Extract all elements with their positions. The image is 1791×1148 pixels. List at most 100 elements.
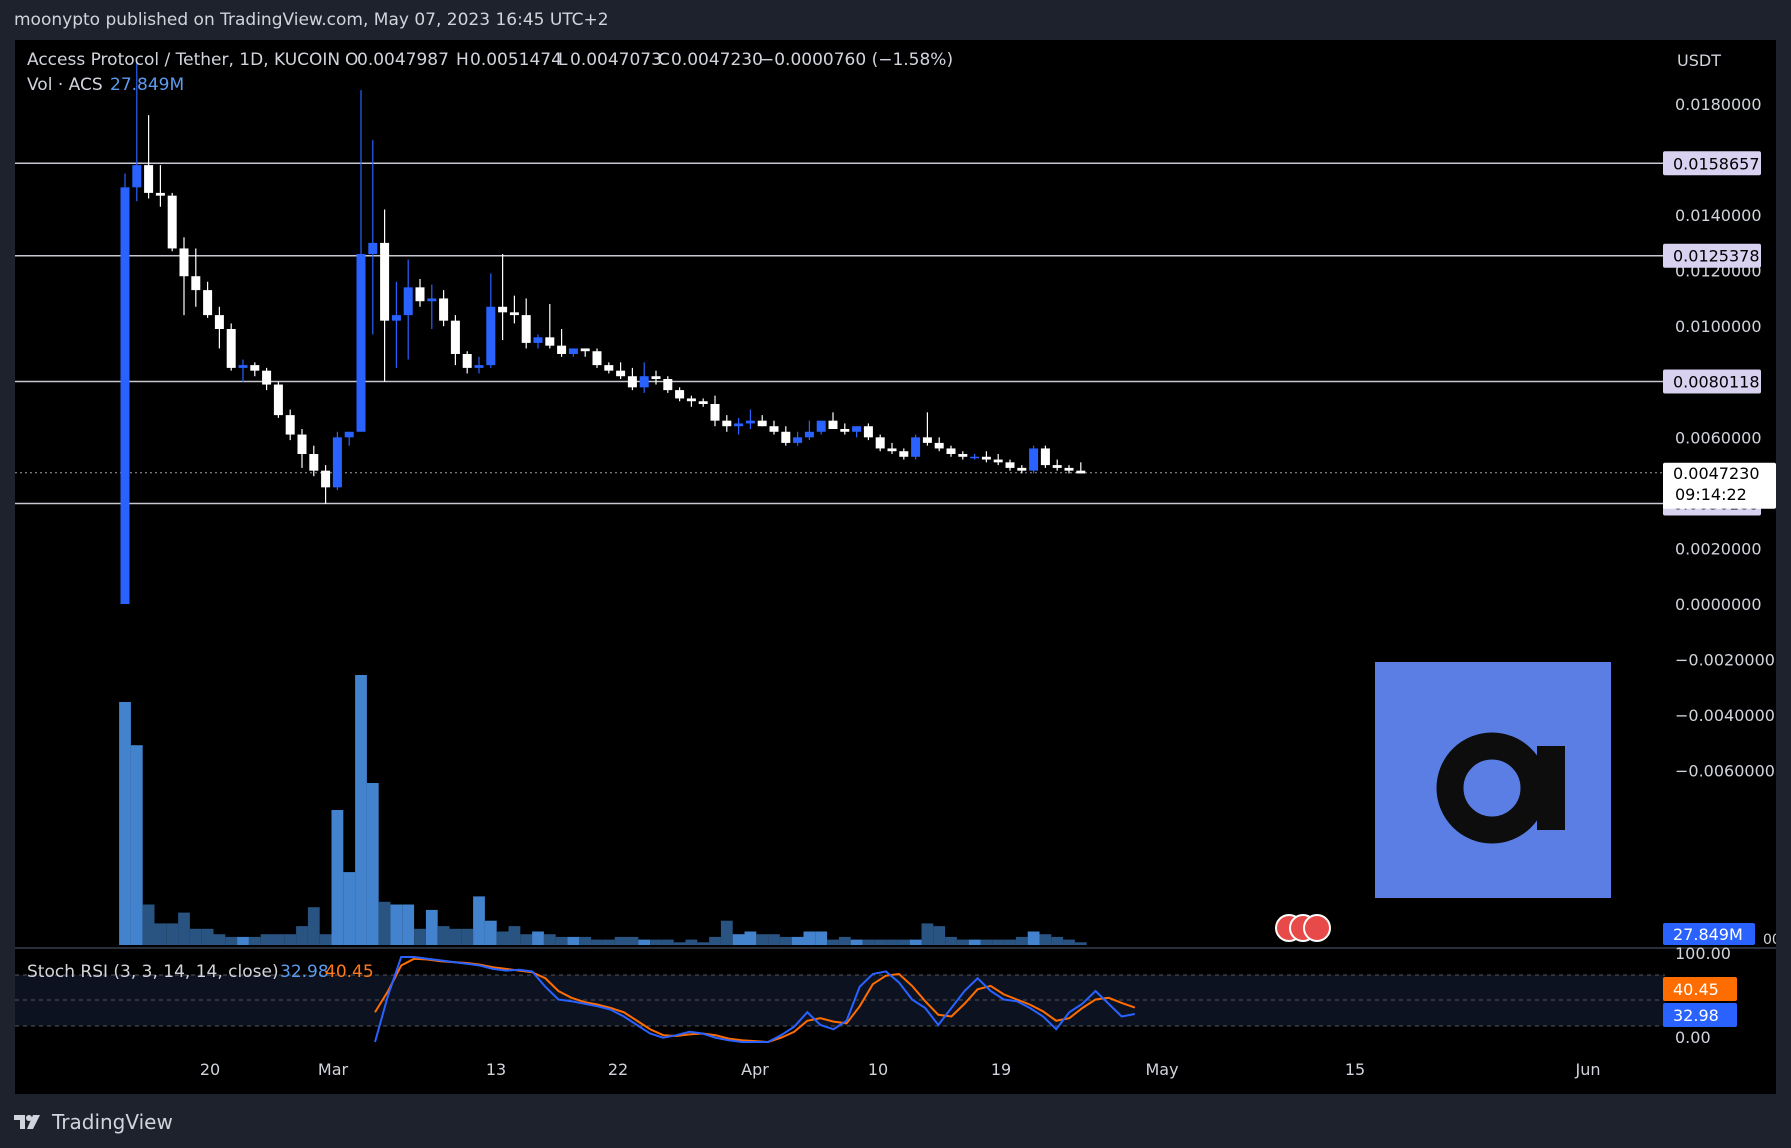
candle-body <box>627 376 637 388</box>
last-price-value: 0.0047230 <box>1673 464 1760 483</box>
volume-bar <box>838 936 851 945</box>
volume-bar <box>284 934 297 945</box>
candle-body <box>226 329 236 368</box>
volume-bar <box>803 931 816 945</box>
volume-bars <box>119 675 1087 945</box>
candle-body <box>214 315 224 329</box>
acs-logo <box>1375 662 1611 898</box>
hline-label-bg <box>1663 151 1761 176</box>
horizontal-lines <box>15 162 1663 505</box>
candle-body <box>769 426 779 432</box>
volume-bar <box>248 936 261 945</box>
time-tick: 10 <box>868 1060 888 1079</box>
volume-bar <box>130 745 143 945</box>
candle-body <box>1052 465 1062 468</box>
price-tick: 0.0180000 <box>1675 95 1762 114</box>
volume-bar <box>272 934 285 945</box>
hline-label: 0.0080118 <box>1673 372 1760 391</box>
volume-bar <box>815 931 828 945</box>
legend-open: 0.0047987 <box>357 50 449 70</box>
candle-body <box>663 379 673 391</box>
candle-body <box>922 437 932 443</box>
volume-bar <box>614 936 627 945</box>
candle-body <box>981 456 991 460</box>
candle-body <box>722 420 732 427</box>
legend-close: 0.0047230 <box>671 50 763 70</box>
stoch-title: Stoch RSI (3, 3, 14, 14, close) <box>27 962 279 982</box>
volume-bar <box>638 939 651 945</box>
candle-body <box>1040 448 1050 466</box>
volume-bar <box>343 872 356 945</box>
volume-bar <box>579 936 592 945</box>
time-tick: Jun <box>1575 1060 1601 1079</box>
volume-bar <box>473 896 485 945</box>
logo-tile <box>1375 662 1611 898</box>
publisher-line: moonypto published on TradingView.com, M… <box>14 10 609 30</box>
time-tick: 15 <box>1345 1060 1365 1079</box>
stoch-k-line <box>374 956 1135 1043</box>
chart-panel[interactable]: Access Protocol / Tether, 1D, KUCOIN O 0… <box>15 40 1781 1094</box>
volume-bar <box>756 934 769 945</box>
legend-high: 0.0051474 <box>470 50 562 70</box>
candle-body <box>580 348 590 352</box>
volume-bar <box>189 928 202 945</box>
candle-body <box>309 454 319 471</box>
hline-label: 0.0158657 <box>1673 154 1760 173</box>
volume-bar <box>591 939 603 945</box>
candle-body <box>273 384 283 416</box>
volume-bar <box>862 939 875 945</box>
volume-bar <box>225 936 238 945</box>
candle-body <box>1029 448 1039 471</box>
volume-bar <box>425 909 438 945</box>
volume-bar <box>154 923 167 945</box>
stoch-tick-0: 0.00 <box>1675 1028 1711 1047</box>
volume-bar <box>213 934 226 945</box>
volume-bar <box>307 907 320 945</box>
chart-svg[interactable]: Access Protocol / Tether, 1D, KUCOIN O 0… <box>15 40 1781 1094</box>
volume-badge: 27.849M <box>1673 925 1743 944</box>
hline-label: 0.0125378 <box>1673 247 1760 266</box>
candle-body <box>179 248 189 277</box>
volume-bar <box>532 931 544 945</box>
candle-body <box>852 426 862 432</box>
volume-bar <box>732 934 745 945</box>
time-axis: 20 Mar 13 22 Apr 10 19 May 15 Jun <box>200 1060 1601 1079</box>
candle-body <box>616 370 626 377</box>
last-price-label: 0.0047230 09:14:22 <box>1663 462 1776 509</box>
volume-label: Vol · ACS <box>27 75 103 95</box>
candle-body <box>132 165 142 188</box>
volume-bar <box>414 928 426 945</box>
volume-bar <box>484 920 497 945</box>
candle-body <box>415 287 425 302</box>
event-icons[interactable] <box>1275 914 1331 942</box>
hline-label-bg <box>1663 369 1761 394</box>
volume-bar <box>850 939 863 945</box>
volume-bar <box>142 904 155 945</box>
volume-bar <box>201 928 214 945</box>
hline-label-bg <box>1663 243 1761 268</box>
candle-body <box>391 315 401 321</box>
candle-body <box>144 165 154 193</box>
volume-bar <box>650 939 662 945</box>
volume-bar <box>437 926 450 945</box>
stoch-k-badge: 32.98 <box>1673 1006 1719 1025</box>
candle-body <box>1005 462 1015 468</box>
stoch-d-value: 40.45 <box>325 962 374 982</box>
legend-o-label: O <box>345 50 358 70</box>
candle-body <box>863 426 873 438</box>
candle-body <box>651 376 661 379</box>
volume-bar <box>366 783 379 945</box>
volume-bar <box>1004 939 1016 945</box>
volume-bar <box>992 939 1005 945</box>
footer[interactable]: TradingView <box>14 1110 173 1134</box>
candle-body <box>840 429 850 432</box>
candle-body <box>911 437 921 457</box>
access-logo-icon <box>1436 732 1565 844</box>
us-flag-icon <box>1303 914 1331 942</box>
candle-body <box>285 415 295 435</box>
volume-bar <box>956 939 969 945</box>
candle-body <box>887 448 897 452</box>
price-tick: 0.0140000 <box>1675 206 1762 225</box>
stoch-tick-100: 100.00 <box>1675 944 1731 963</box>
candle-body <box>686 398 696 402</box>
